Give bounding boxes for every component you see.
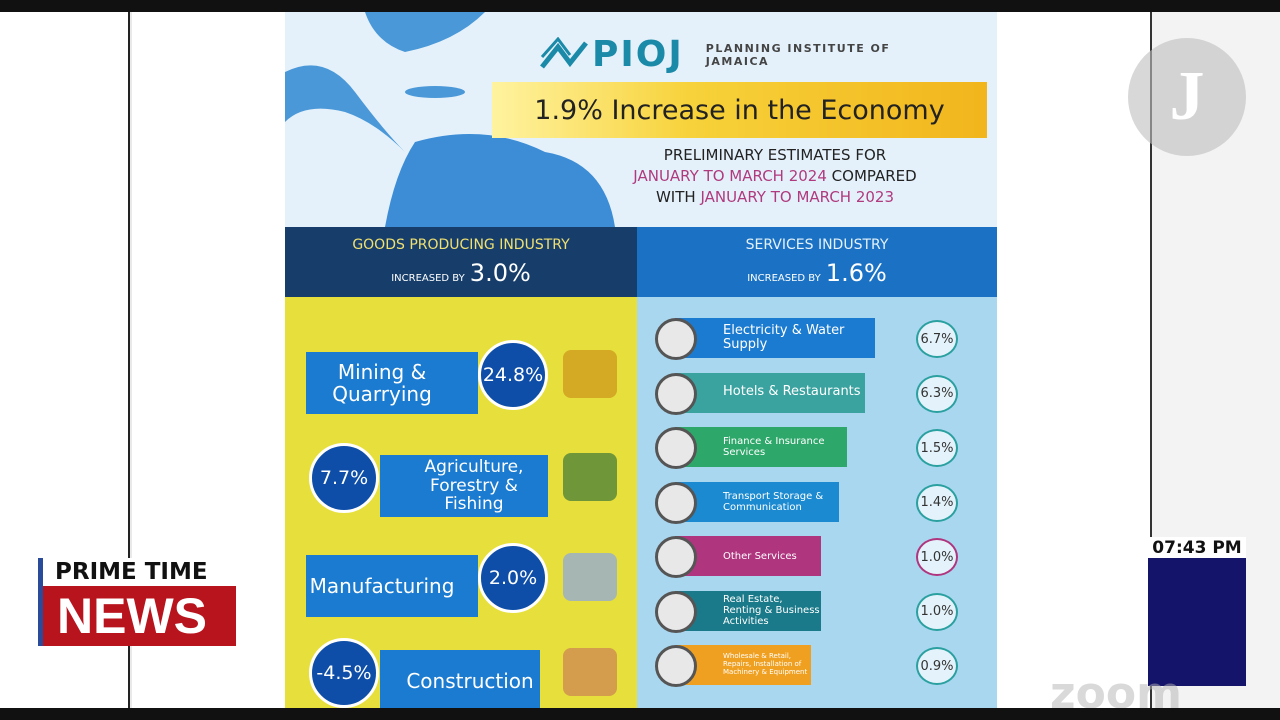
sector-value: -4.5%	[309, 638, 379, 708]
news-logo: PRIME TIME NEWS	[38, 558, 236, 646]
services-header: SERVICES INDUSTRY INCREASED BY 1.6%	[637, 227, 997, 297]
sector-label: Construction	[380, 650, 540, 708]
services-total: INCREASED BY 1.6%	[637, 259, 997, 287]
service-icon	[655, 318, 697, 360]
service-icon	[655, 590, 697, 633]
value: 3.0%	[469, 259, 531, 287]
service-icon	[655, 481, 697, 524]
service-icon	[655, 536, 697, 578]
goods-title: GOODS PRODUCING INDUSTRY	[352, 237, 570, 253]
service-value: 6.7%	[916, 320, 958, 358]
service-label: Wholesale & Retail, Repairs, Installatio…	[675, 645, 811, 685]
landmass	[365, 12, 485, 52]
sector-label: Agriculture, Forestry & Fishing	[380, 455, 548, 517]
sector-value: 7.7%	[309, 443, 379, 513]
services-body: Electricity & Water Supply 6.7% Hotels & R…	[637, 297, 997, 708]
sector-label: Mining & Quarrying	[306, 352, 478, 414]
logo-name: PIOJ	[592, 34, 684, 75]
service-value: 6.3%	[916, 374, 958, 413]
label: INCREASED BY	[747, 273, 821, 284]
service-label: Electricity & Water Supply	[675, 318, 875, 358]
show-top: PRIME TIME	[38, 558, 236, 586]
service-icon	[655, 427, 697, 469]
service-value: 1.0%	[916, 592, 958, 631]
logo: PIOJ PLANNING INSTITUTE OF JAMAICA	[540, 34, 906, 75]
sector-icon	[563, 553, 617, 601]
clock: 07:43 PM	[1148, 537, 1246, 558]
goods-total: INCREASED BY 3.0%	[285, 259, 637, 287]
service-value: 1.0%	[916, 538, 958, 576]
sector-value: 24.8%	[478, 340, 548, 410]
text: WITH	[655, 188, 696, 206]
logo-org: PLANNING INSTITUTE OF JAMAICA	[705, 41, 891, 68]
clock-box	[1148, 558, 1246, 686]
service-icon	[655, 372, 697, 415]
sector-icon	[563, 350, 617, 398]
service-label: Transport Storage & Communication	[675, 481, 839, 522]
service-label: Real Estate, Renting & Business Activiti…	[675, 590, 821, 631]
sector-label: Manufacturing	[306, 555, 478, 617]
subtitle-line: JANUARY TO MARCH 2024 COMPARED	[585, 166, 965, 187]
subtitle-line: WITH JANUARY TO MARCH 2023	[585, 187, 965, 208]
sector-icon	[563, 453, 617, 501]
goods-body: Mining & Quarrying 24.8% Agriculture, Fore…	[285, 297, 637, 708]
island	[405, 86, 465, 98]
top-bar	[0, 0, 1280, 12]
goods-header: GOODS PRODUCING INDUSTRY INCREASED BY 3.…	[285, 227, 637, 297]
period: JANUARY TO MARCH 2023	[700, 188, 895, 206]
service-value: 0.9%	[916, 647, 958, 685]
subtitle: PRELIMINARY ESTIMATES FOR JANUARY TO MAR…	[585, 145, 965, 208]
bottom-bar	[0, 708, 1280, 720]
service-value: 1.5%	[916, 429, 958, 467]
service-value: 1.4%	[916, 483, 958, 522]
landmass	[385, 134, 615, 227]
text: COMPARED	[831, 167, 917, 185]
period: JANUARY TO MARCH 2024	[633, 167, 827, 185]
subtitle-line: PRELIMINARY ESTIMATES FOR	[663, 146, 887, 164]
value: 1.6%	[825, 259, 887, 287]
label: INCREASED BY	[391, 273, 465, 284]
service-icon	[655, 645, 697, 687]
headline: 1.9% Increase in the Economy	[492, 82, 987, 138]
map-area: PIOJ PLANNING INSTITUTE OF JAMAICA 1.9% …	[285, 12, 997, 227]
landmass	[285, 65, 405, 152]
infographic: PIOJ PLANNING INSTITUTE OF JAMAICA 1.9% …	[285, 12, 997, 708]
service-label: Hotels & Restaurants	[675, 372, 865, 413]
sector-icon	[563, 648, 617, 696]
service-label: Finance & Insurance Services	[675, 427, 847, 467]
map	[285, 12, 615, 227]
show-bottom: NEWS	[38, 586, 236, 646]
channel-logo: J	[1128, 38, 1246, 156]
service-label: Other Services	[675, 536, 821, 576]
services-title: SERVICES INDUSTRY	[745, 237, 889, 253]
sector-value: 2.0%	[478, 543, 548, 613]
logo-mark	[540, 36, 588, 69]
